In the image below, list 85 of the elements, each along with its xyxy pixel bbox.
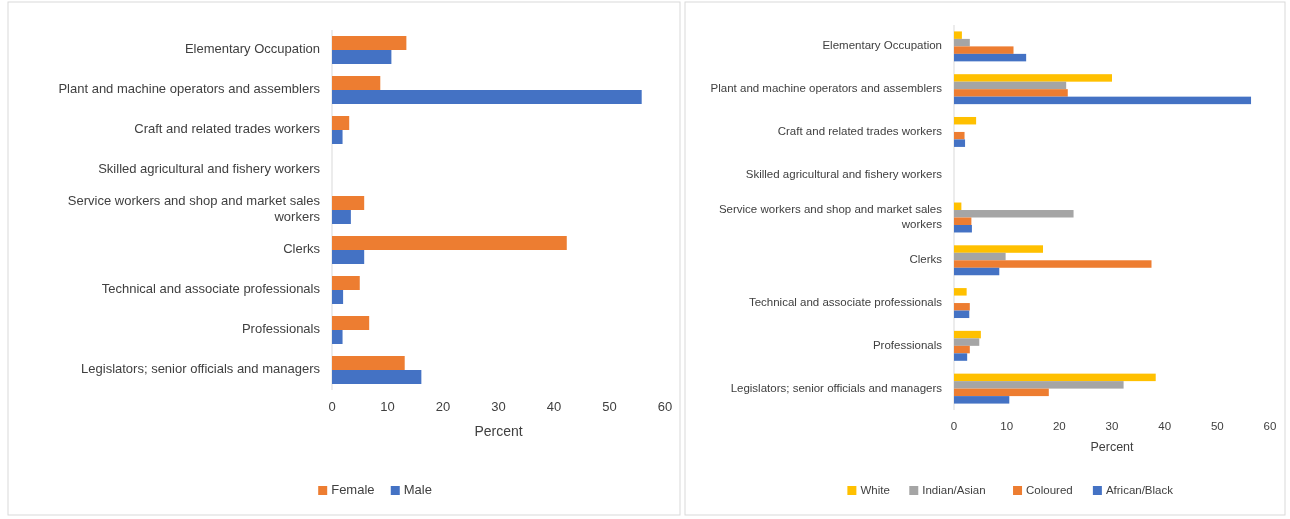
bar	[954, 388, 1049, 397]
y-tick-label: Clerks	[283, 241, 321, 257]
bar	[332, 130, 343, 144]
bar	[954, 288, 967, 296]
x-tick-label: 30	[491, 399, 506, 414]
legend-label: White	[860, 484, 890, 497]
y-tick-label: Technical and associate professionals	[748, 296, 943, 309]
bar	[954, 353, 968, 361]
y-tick-label: Elementary Occupation	[184, 41, 320, 57]
bar	[954, 89, 1068, 97]
bar	[332, 316, 370, 330]
y-tick-label: Skilled agricultural and fishery workers	[745, 167, 943, 180]
bar	[954, 245, 1044, 253]
bar	[332, 236, 567, 250]
legend-label: Coloured	[1026, 484, 1073, 497]
bar	[954, 260, 1152, 268]
x-tick-label: 10	[1000, 419, 1014, 432]
bar	[332, 290, 344, 304]
bar	[332, 356, 405, 370]
y-tick-label: Service workers and shop and market sales workers	[718, 203, 943, 231]
x-axis-title: Percent	[1090, 440, 1135, 455]
bar	[954, 303, 970, 311]
legend-label: Indian/Asian	[922, 484, 986, 497]
x-tick-label: 60	[1263, 419, 1277, 432]
legend-label: Female	[331, 482, 375, 498]
x-tick-label: 20	[1052, 419, 1066, 432]
x-tick-label: 50	[1210, 419, 1224, 432]
bar	[954, 310, 970, 319]
bar	[954, 116, 977, 125]
bar	[954, 96, 1252, 105]
bar	[332, 36, 407, 50]
y-tick-label: Skilled agricultural and fishery workers	[98, 161, 321, 177]
x-tick-label: 50	[602, 399, 617, 414]
x-tick-label: 20	[435, 399, 451, 414]
bar	[954, 38, 970, 47]
bar	[332, 370, 422, 384]
bar	[954, 139, 966, 147]
bar	[954, 345, 970, 354]
y-tick-label: Technical and associate professionals	[101, 281, 321, 297]
bar	[954, 31, 962, 39]
legend-label: Male	[403, 482, 432, 498]
bar	[954, 81, 1067, 90]
bar	[954, 338, 980, 346]
y-tick-label: Plant and machine operators and assemblers	[58, 81, 321, 97]
x-tick-label: 0	[950, 419, 958, 432]
y-tick-label: Professionals	[241, 321, 321, 337]
x-tick-label: 40	[546, 399, 562, 414]
y-tick-label: Legislators; senior officials and managers	[81, 361, 321, 377]
bar	[954, 53, 1027, 62]
bar	[332, 50, 392, 64]
legend-label: African/Black	[1105, 484, 1174, 497]
bar	[954, 224, 972, 233]
bar	[332, 196, 365, 210]
x-tick-label: 60	[657, 399, 673, 414]
bar	[954, 210, 1074, 218]
y-tick-label: Clerks	[909, 253, 943, 266]
bar	[332, 250, 365, 264]
bar	[954, 330, 981, 339]
x-tick-label: 0	[328, 399, 336, 414]
bar	[332, 90, 642, 104]
bar	[332, 330, 343, 344]
bar	[954, 217, 972, 225]
y-tick-label: Craft and related trades workers	[777, 124, 943, 137]
x-tick-label: 30	[1105, 419, 1119, 432]
y-tick-label: Craft and related trades workers	[134, 121, 321, 137]
y-tick-label: Plant and machine operators and assemblers	[710, 82, 943, 95]
x-tick-label: 10	[380, 399, 395, 414]
bar	[332, 276, 360, 290]
x-axis-title: Percent	[474, 422, 523, 439]
bar	[332, 76, 381, 90]
bar	[332, 116, 350, 130]
bar	[954, 396, 1010, 404]
y-tick-label: Elementary Occupation	[822, 39, 942, 52]
y-tick-label: Professionals	[872, 338, 943, 351]
bar	[332, 210, 351, 224]
x-tick-label: 40	[1158, 419, 1172, 432]
bar	[954, 267, 1000, 276]
y-tick-label: Legislators; senior officials and managers	[730, 381, 943, 394]
bar	[954, 252, 1006, 261]
bar	[954, 381, 1124, 389]
bar	[954, 373, 1156, 382]
bar	[954, 74, 1112, 82]
bar	[954, 46, 1014, 54]
y-tick-label: Service workers and shop and market sales workers	[67, 192, 321, 225]
bar	[954, 131, 965, 140]
